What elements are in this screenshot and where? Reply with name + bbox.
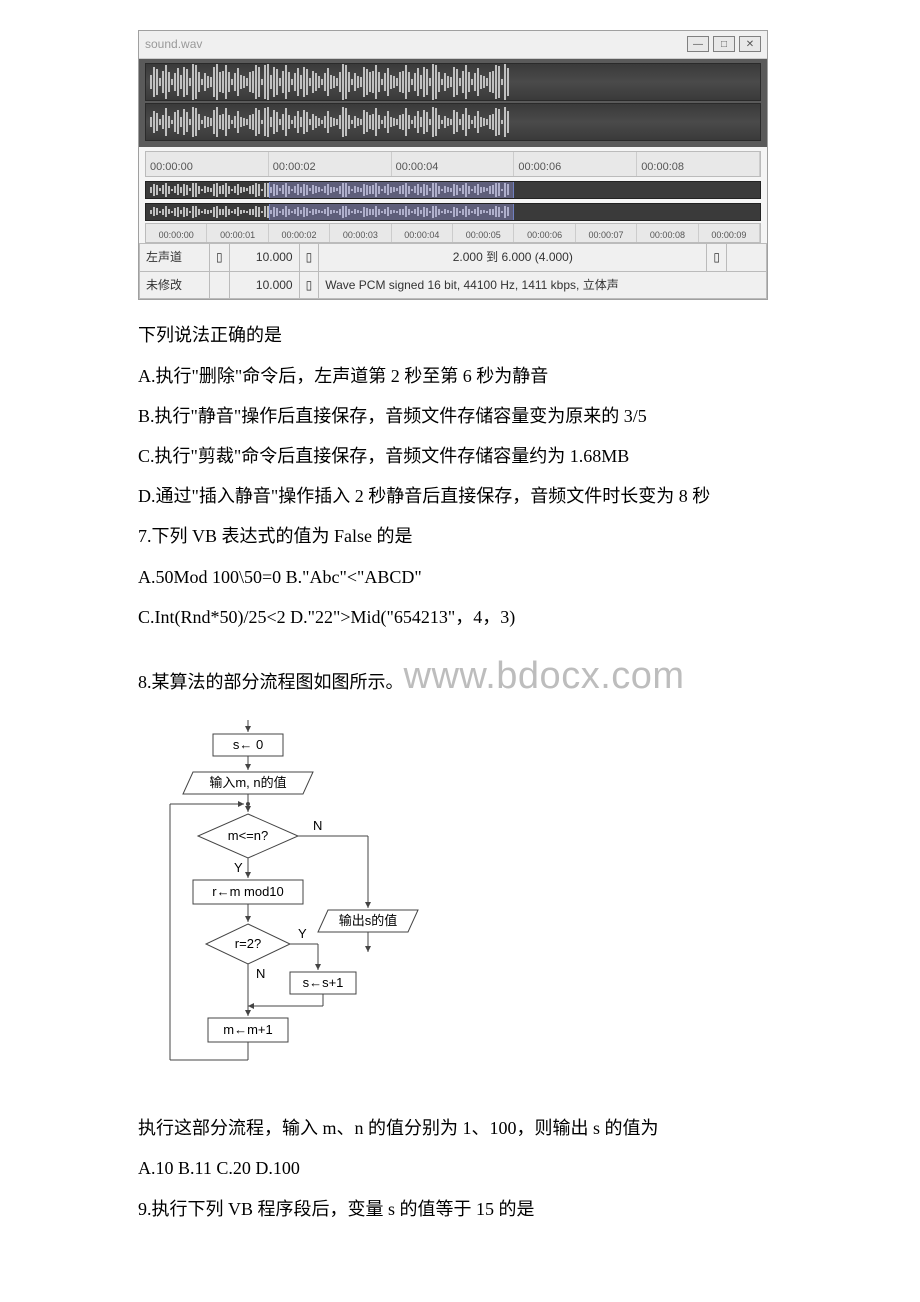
flow-m-inc: m←m+1 xyxy=(223,1022,272,1037)
status-marker: ▯ xyxy=(299,243,319,271)
status-modified: 未修改 xyxy=(140,271,210,299)
ruler-tick: 00:00:06 xyxy=(514,224,575,242)
status-selection: 2.000 到 6.000 (4.000) xyxy=(319,243,707,271)
q6-option-d: D.通过"插入静音"操作插入 2 秒静音后直接保存，音频文件时长变为 8 秒 xyxy=(138,479,782,513)
flow-output: 输出s的值 xyxy=(339,913,398,928)
ruler-tick: 00:00:03 xyxy=(330,224,391,242)
waveform-area xyxy=(139,59,767,147)
flow-cond2: r=2? xyxy=(235,936,261,951)
q8-post: 执行这部分流程，输入 m、n 的值分别为 1、100，则输出 s 的值为 xyxy=(138,1111,782,1145)
q8-line: 8.某算法的部分流程图如图所示。www.bdocx.com xyxy=(138,640,782,712)
ruler-tick: 00:00:02 xyxy=(269,152,392,176)
flow-no: N xyxy=(256,966,265,981)
ruler-tick: 00:00:05 xyxy=(453,224,514,242)
q6-intro: 下列说法正确的是 xyxy=(138,318,782,352)
time-ruler-fine: 00:00:0000:00:0100:00:0200:00:0300:00:04… xyxy=(145,223,761,243)
flow-cond1: m<=n? xyxy=(228,828,268,843)
waveform-left-channel xyxy=(145,63,761,101)
maximize-icon[interactable]: □ xyxy=(713,36,735,52)
time-ruler-main: 00:00:0000:00:0200:00:0400:00:0600:00:08 xyxy=(145,151,761,177)
ruler-tick: 00:00:08 xyxy=(637,224,698,242)
status-marker: ▯ xyxy=(299,271,319,299)
ruler-tick: 00:00:07 xyxy=(576,224,637,242)
status-empty xyxy=(727,243,767,271)
preview-right xyxy=(145,203,761,221)
preview-left xyxy=(145,181,761,199)
window-controls: — □ ✕ xyxy=(687,36,761,52)
minimize-icon[interactable]: — xyxy=(687,36,709,52)
ruler-tick: 00:00:02 xyxy=(269,224,330,242)
status-bar: 左声道 ▯ 10.000 ▯ 2.000 到 6.000 (4.000) ▯ 未… xyxy=(139,243,767,300)
window-title: sound.wav xyxy=(145,33,202,56)
flow-s-init: s← 0 xyxy=(233,737,263,752)
q9-text: 9.执行下列 VB 程序段后，变量 s 的值等于 15 的是 xyxy=(138,1192,782,1226)
status-length-2: 10.000 xyxy=(229,271,299,299)
flow-r: r←m mod10 xyxy=(212,884,284,899)
status-marker xyxy=(210,271,230,299)
status-channel: 左声道 xyxy=(140,243,210,271)
ruler-tick: 00:00:01 xyxy=(207,224,268,242)
q8-options: A.10 B.11 C.20 D.100 xyxy=(138,1151,782,1185)
watermark-text: www.bdocx.com xyxy=(404,655,685,697)
q7-options-cd: C.Int(Rnd*50)/25<2 D."22">Mid("654213"，4… xyxy=(138,600,782,634)
flow-input: 输入m, n的值 xyxy=(209,775,286,790)
q7-options-ab: A.50Mod 100\50=0 B."Abc"<"ABCD" xyxy=(138,560,782,594)
status-marker: ▯ xyxy=(210,243,230,271)
q6-option-a: A.执行"删除"命令后，左声道第 2 秒至第 6 秒为静音 xyxy=(138,359,782,393)
flow-no: N xyxy=(313,818,322,833)
status-length: 10.000 xyxy=(229,243,299,271)
selection-region[interactable] xyxy=(269,182,515,198)
q6-option-b: B.执行"静音"操作后直接保存，音频文件存储容量变为原来的 3/5 xyxy=(138,399,782,433)
flow-yes: Y xyxy=(234,860,243,875)
selection-region[interactable] xyxy=(269,204,515,220)
ruler-tick: 00:00:00 xyxy=(146,224,207,242)
ruler-tick: 00:00:00 xyxy=(146,152,269,176)
status-format: Wave PCM signed 16 bit, 44100 Hz, 1411 k… xyxy=(319,271,767,299)
ruler-tick: 00:00:04 xyxy=(392,152,515,176)
flow-s-inc: s←s+1 xyxy=(303,975,344,990)
flow-yes: Y xyxy=(298,926,307,941)
ruler-tick: 00:00:06 xyxy=(514,152,637,176)
audio-editor-window: sound.wav — □ ✕ 00:00:0000:00:0200:00:04… xyxy=(138,30,768,300)
close-icon[interactable]: ✕ xyxy=(739,36,761,52)
ruler-tick: 00:00:04 xyxy=(392,224,453,242)
ruler-tick: 00:00:09 xyxy=(699,224,760,242)
q8-text: 8.某算法的部分流程图如图所示。 xyxy=(138,672,404,692)
window-titlebar: sound.wav — □ ✕ xyxy=(139,31,767,59)
flowchart: s← 0 输入m, n的值 m<=n? N Y r←m mod10 输出s的值 … xyxy=(158,720,438,1080)
status-marker: ▯ xyxy=(707,243,727,271)
q7-text: 7.下列 VB 表达式的值为 False 的是 xyxy=(138,519,782,553)
ruler-tick: 00:00:08 xyxy=(637,152,760,176)
waveform-right-channel xyxy=(145,103,761,141)
q6-option-c: C.执行"剪裁"命令后直接保存，音频文件存储容量约为 1.68MB xyxy=(138,439,782,473)
